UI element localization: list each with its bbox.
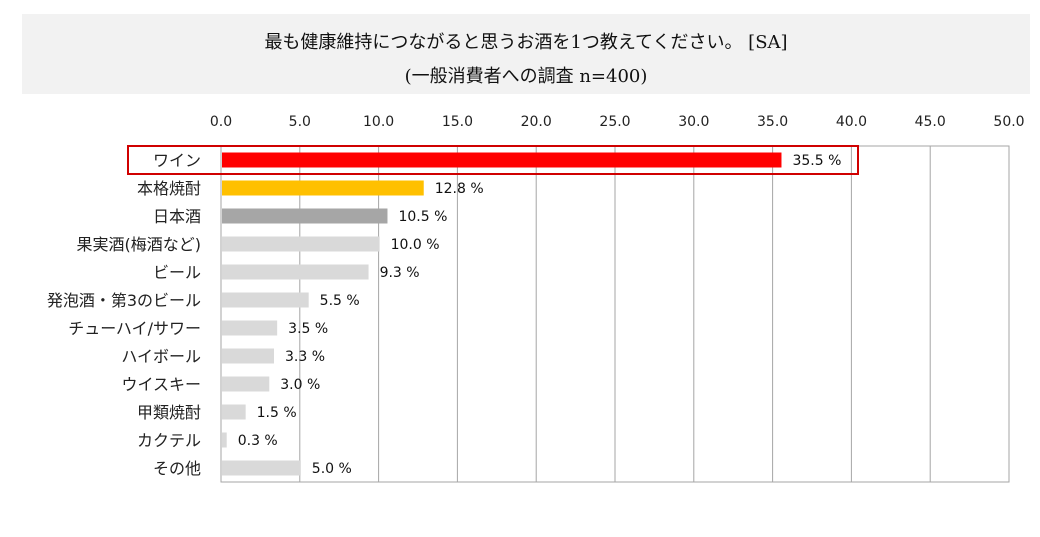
x-tick-label: 15.0 [442, 114, 473, 130]
category-label: ウイスキー [121, 375, 201, 394]
category-label: ビール [153, 263, 201, 282]
x-tick-label: 20.0 [521, 114, 552, 130]
bar [222, 376, 270, 392]
value-label: 3.0 % [280, 377, 320, 393]
category-label: 日本酒 [153, 207, 201, 226]
x-tick-label: 30.0 [678, 114, 709, 130]
x-tick-label: 0.0 [210, 114, 232, 130]
value-label: 9.3 % [380, 265, 420, 281]
value-label: 5.5 % [320, 293, 360, 309]
x-tick-label: 10.0 [363, 114, 394, 130]
bar [222, 320, 278, 336]
bar [222, 180, 424, 196]
value-label: 1.5 % [257, 405, 297, 421]
chart-title: 最も健康維持につながると思うお酒を1つ教えてください。 [SA] [264, 32, 788, 53]
value-label: 10.0 % [391, 237, 440, 253]
x-tick-label: 5.0 [289, 114, 311, 130]
x-tick-label: 35.0 [757, 114, 788, 130]
bar [222, 236, 380, 252]
x-tick-label: 45.0 [915, 114, 946, 130]
bar [222, 208, 388, 224]
category-label: ワイン [153, 151, 201, 170]
bar [222, 264, 369, 280]
x-tick-label: 50.0 [993, 114, 1024, 130]
x-tick-label: 25.0 [599, 114, 630, 130]
value-label: 10.5 % [398, 209, 447, 225]
bar [222, 404, 246, 420]
category-label: ハイボール [121, 347, 201, 366]
highlight-box [127, 145, 859, 175]
category-label: チューハイ/サワー [68, 319, 201, 338]
x-tick-label: 40.0 [836, 114, 867, 130]
value-label: 0.3 % [238, 433, 278, 449]
value-label: 12.8 % [435, 181, 484, 197]
category-label: 果実酒(梅酒など) [77, 235, 202, 254]
category-label: 甲類焼酎 [137, 403, 201, 422]
value-label: 3.3 % [285, 349, 325, 365]
bar [222, 348, 275, 364]
chart-subtitle: (一般消費者への調査 n=400) [404, 66, 648, 87]
category-label: 発泡酒・第3のビール [47, 291, 201, 310]
bar [222, 292, 309, 308]
category-label: その他 [153, 459, 201, 478]
category-label: 本格焼酎 [137, 179, 201, 198]
bar [222, 432, 227, 448]
title-panel [22, 14, 1030, 94]
value-label: 5.0 % [312, 461, 352, 477]
bar [222, 460, 301, 476]
value-label: 35.5 % [792, 153, 841, 169]
bar [222, 152, 782, 168]
category-label: カクテル [137, 431, 201, 450]
value-label: 3.5 % [288, 321, 328, 337]
